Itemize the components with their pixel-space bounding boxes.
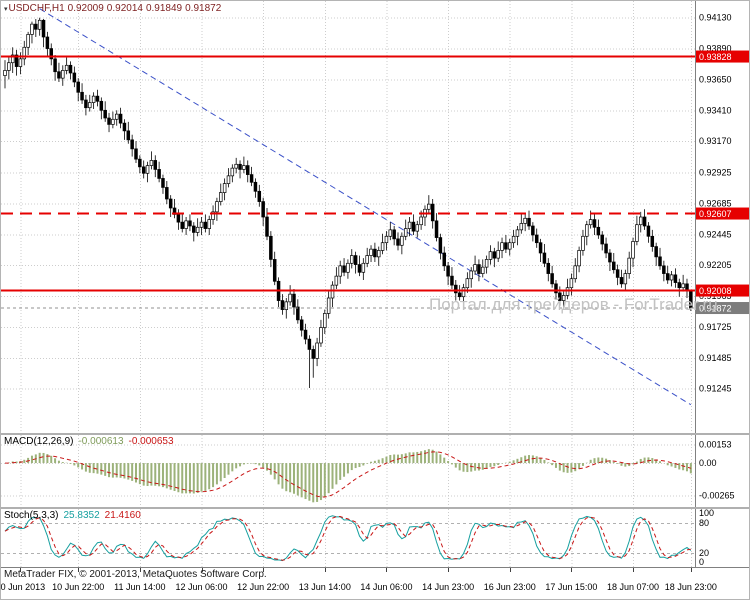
stochastic-indicator-pane: 100 80 20 0 Stoch(5,3,3) 25.8352 21.4160 xyxy=(1,509,749,567)
macd-indicator-pane: 0.00153 0.00 -0.00265 MACD(12,26,9) -0.0006… xyxy=(1,435,749,507)
ohlc-open: 0.92009 xyxy=(67,3,104,14)
level-price-box xyxy=(696,50,749,63)
pane-separator[interactable] xyxy=(1,433,749,435)
time-axis-label: 18 Jun 07:00 xyxy=(607,582,660,592)
ohlc-high: 0.92014 xyxy=(106,3,143,14)
svg-text:0.92685: 0.92685 xyxy=(699,199,732,209)
ohlc-close: 0.91872 xyxy=(185,3,222,14)
symbol-timeframe-label: USDCHF,H1 xyxy=(8,3,65,14)
time-axis-tick xyxy=(263,568,265,572)
svg-text:0.92445: 0.92445 xyxy=(699,229,732,239)
svg-text:0.92607: 0.92607 xyxy=(699,209,732,219)
stochastic-signal-value: 21.4160 xyxy=(104,510,141,521)
time-axis[interactable]: MetaTrader FIX, © 2001-2013, MetaQuotes … xyxy=(1,567,749,599)
time-axis-label: 17 Jun 15:00 xyxy=(545,582,598,592)
time-axis-label: 12 Jun 06:00 xyxy=(175,582,228,592)
svg-text:0.00153: 0.00153 xyxy=(699,439,732,449)
watermark-text: Портал для трейдеров - ForTrader.ru xyxy=(429,295,718,314)
level-price-box xyxy=(696,207,749,220)
time-axis-tick xyxy=(509,568,511,572)
candles xyxy=(3,17,693,388)
macd-label: MACD(12,26,9) xyxy=(4,436,74,447)
time-axis-label: 10 Jun 22:00 xyxy=(52,582,105,592)
svg-text:0.93828: 0.93828 xyxy=(699,52,732,62)
macd-main-value: -0.000613 xyxy=(78,436,124,447)
stoch-main-line xyxy=(4,515,692,562)
svg-text:0.91485: 0.91485 xyxy=(699,353,732,363)
svg-text:0.93410: 0.93410 xyxy=(699,105,732,115)
macd-signal-line xyxy=(4,451,691,498)
chart-marker-icon: ▾ xyxy=(4,6,8,13)
copyright-text: MetaTrader FIX, © 2001-2013, MetaQuotes … xyxy=(4,569,267,580)
svg-text:0.91725: 0.91725 xyxy=(699,322,732,332)
svg-text:0.94130: 0.94130 xyxy=(699,13,732,23)
stochastic-main-value: 25.8352 xyxy=(63,510,100,521)
time-axis-label: 14 Jun 23:00 xyxy=(422,582,475,592)
descending-trendline[interactable] xyxy=(39,8,692,406)
pane-separator[interactable] xyxy=(1,507,749,509)
candlestick-chart[interactable]: 0.94130 0.93890 0.93650 0.93410 0.93170 0.929… xyxy=(1,1,749,433)
time-axis-tick xyxy=(386,568,388,572)
time-axis-tick xyxy=(20,568,22,572)
svg-text:0.91872: 0.91872 xyxy=(699,304,732,314)
macd-signal-value: -0.000653 xyxy=(128,436,174,447)
time-axis-label: 11 Jun 14:00 xyxy=(114,582,166,592)
svg-text:0.92008: 0.92008 xyxy=(699,286,732,296)
chart-header: ▾USDCHF,H1 0.92009 0.92014 0.91849 0.91872 xyxy=(4,3,224,14)
svg-text:0.91245: 0.91245 xyxy=(699,384,732,394)
svg-text:0.93890: 0.93890 xyxy=(699,44,732,54)
svg-text:80: 80 xyxy=(699,518,709,528)
svg-text:20: 20 xyxy=(699,548,709,558)
price-axis[interactable] xyxy=(696,435,749,507)
svg-text:0.93650: 0.93650 xyxy=(699,74,732,84)
main-chart-pane: 0.94130 0.93890 0.93650 0.93410 0.93170 0.929… xyxy=(1,1,749,433)
macd-header: MACD(12,26,9) -0.000613 -0.000653 xyxy=(4,436,179,447)
time-axis-tick xyxy=(324,568,326,572)
level-price-box xyxy=(696,284,749,297)
time-axis-label: 14 Jun 06:00 xyxy=(360,582,413,592)
time-axis-label: 12 Jun 22:00 xyxy=(237,582,290,592)
svg-text:0.00: 0.00 xyxy=(699,458,717,468)
macd-chart[interactable]: 0.00153 0.00 -0.00265 xyxy=(1,435,749,507)
time-axis-tick xyxy=(448,568,450,572)
time-axis-tick xyxy=(690,568,692,572)
time-axis-tick xyxy=(139,568,141,572)
time-axis-label: 13 Jun 14:00 xyxy=(298,582,351,592)
stochastic-header: Stoch(5,3,3) 25.8352 21.4160 xyxy=(4,510,146,521)
stochastic-label: Stoch(5,3,3) xyxy=(4,510,59,521)
price-axis[interactable] xyxy=(696,509,749,567)
time-axis-tick xyxy=(78,568,80,572)
time-axis-label: 18 Jun 23:00 xyxy=(664,582,717,592)
svg-text:0: 0 xyxy=(699,557,704,567)
macd-histogram xyxy=(7,449,692,503)
time-axis-label: 10 Jun 2013 xyxy=(0,582,46,592)
time-axis-tick xyxy=(633,568,635,572)
svg-text:0.92925: 0.92925 xyxy=(699,168,732,178)
svg-text:0.93170: 0.93170 xyxy=(699,136,732,146)
time-axis-tick xyxy=(571,568,573,572)
svg-text:-0.00265: -0.00265 xyxy=(699,490,735,500)
stoch-grid xyxy=(1,509,695,567)
svg-text:100: 100 xyxy=(699,509,714,518)
time-axis-tick xyxy=(201,568,203,572)
svg-text:0.92205: 0.92205 xyxy=(699,260,732,270)
time-axis-label: 16 Jun 23:00 xyxy=(483,582,536,592)
current-price-box xyxy=(696,302,749,315)
ohlc-low: 0.91849 xyxy=(145,3,183,14)
stoch-signal-line xyxy=(4,515,691,561)
